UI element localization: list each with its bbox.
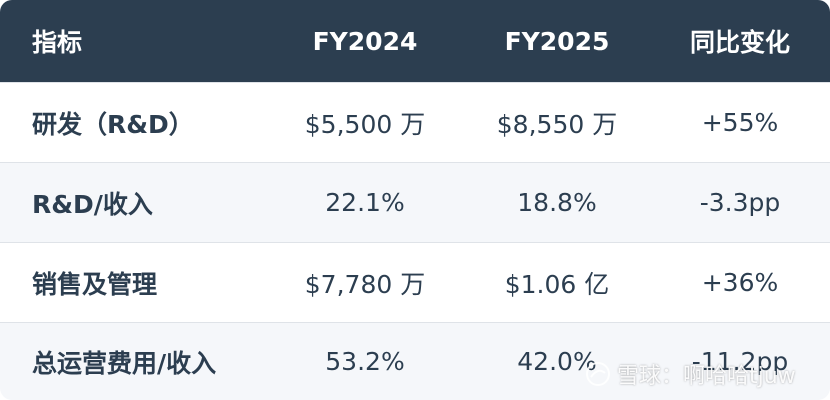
metric-label: 总运营费用/收入 (32, 348, 217, 378)
yoy-change-value: -11.2pp (691, 347, 789, 376)
fy2025-value: $8,550 万 (496, 109, 618, 139)
table-row: 总运营费用/收入 53.2% 42.0% -11.2pp (0, 322, 830, 400)
metric-label: 销售及管理 (32, 269, 158, 299)
header-fy2025: FY2025 (504, 26, 610, 56)
fy2024-value: 22.1% (325, 188, 405, 217)
fy2024-value: 53.2% (325, 347, 405, 376)
fy2024-value: $7,780 万 (304, 269, 426, 299)
yoy-change-value: +36% (701, 268, 779, 297)
metric-label: 研发（R&D） (32, 109, 194, 139)
table-row: 研发（R&D） $5,500 万 $8,550 万 +55% (0, 82, 830, 162)
header-fy2024: FY2024 (312, 26, 418, 56)
fy2025-value: 42.0% (517, 347, 597, 376)
fy2024-value: $5,500 万 (304, 109, 426, 139)
table-header: 指标 FY2024 FY2025 同比变化 (0, 0, 830, 82)
table-row: R&D/收入 22.1% 18.8% -3.3pp (0, 162, 830, 242)
fy2025-value: 18.8% (517, 188, 597, 217)
watermark-text: 雪球：啊哈哈tjuw (617, 364, 796, 389)
watermark: 雪球：啊哈哈tjuw (585, 354, 796, 394)
header-metric: 指标 (32, 28, 83, 57)
snowball-logo-icon (586, 362, 610, 386)
table-row: 销售及管理 $7,780 万 $1.06 亿 +36% (0, 242, 830, 322)
fy2025-value: $1.06 亿 (504, 269, 610, 299)
header-yoy-change: 同比变化 (689, 28, 790, 57)
yoy-change-value: +55% (701, 108, 779, 137)
metric-label: R&D/收入 (32, 189, 153, 219)
yoy-change-value: -3.3pp (699, 188, 781, 217)
